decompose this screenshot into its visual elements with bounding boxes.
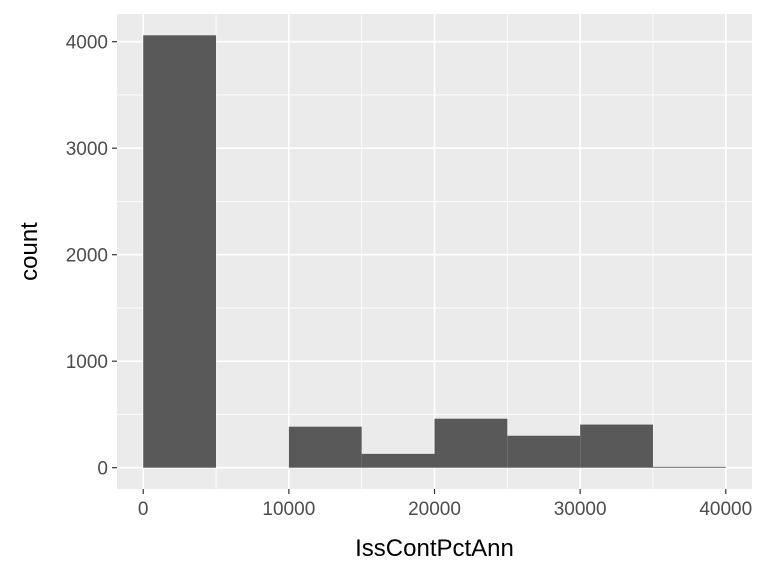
x-tick-label: 20000 bbox=[408, 499, 461, 520]
histogram-bar-4 bbox=[434, 418, 508, 468]
y-axis-title: count bbox=[16, 222, 43, 281]
histogram-bar-3 bbox=[361, 453, 435, 468]
bars bbox=[143, 35, 726, 468]
histogram-bar-2 bbox=[288, 426, 362, 468]
y-tick-label: 0 bbox=[97, 459, 108, 480]
x-tick-label: 10000 bbox=[262, 499, 315, 520]
x-axis: 0 10000 20000 30000 40000 bbox=[138, 489, 752, 520]
y-tick-label: 1000 bbox=[66, 352, 108, 373]
y-tick-label: 3000 bbox=[66, 139, 108, 160]
x-tick-label: 40000 bbox=[699, 499, 752, 520]
y-axis: 0 1000 2000 3000 4000 bbox=[66, 33, 117, 480]
x-axis-title: IssContPctAnn bbox=[355, 535, 514, 562]
histogram-bar-0 bbox=[143, 35, 217, 468]
histogram-bar-6 bbox=[580, 424, 653, 468]
x-tick-label: 30000 bbox=[554, 499, 607, 520]
y-tick-label: 2000 bbox=[66, 246, 108, 267]
y-tick-label: 4000 bbox=[66, 33, 108, 54]
histogram-bar-5 bbox=[507, 435, 581, 468]
x-tick-label: 0 bbox=[138, 499, 149, 520]
histogram-bar-7 bbox=[652, 466, 726, 468]
